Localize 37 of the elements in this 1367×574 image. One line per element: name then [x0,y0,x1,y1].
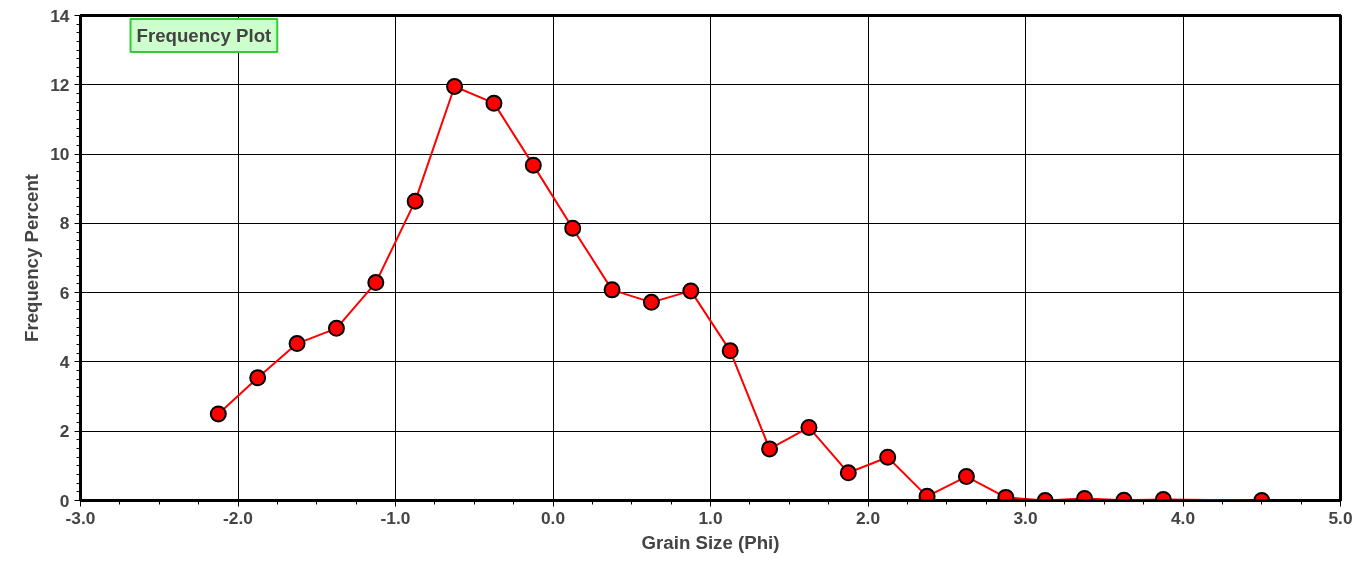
y-tick-label: 6 [59,282,70,303]
point [800,418,818,436]
y-tick-label: 12 [50,74,70,95]
point [603,281,621,299]
point [485,94,503,112]
point [406,192,424,210]
point [524,156,542,174]
point [761,440,779,458]
point [721,342,739,360]
point [879,448,897,466]
point [446,78,464,95]
text: Frequency Plot [136,25,272,46]
x-tick-label: -2.0 [223,507,253,528]
point [564,219,582,237]
x-axis-title: Grain Size (Phi) [641,531,780,553]
y-tick-label: 14 [50,5,70,26]
point [327,319,345,337]
x-tick-label: 1.0 [698,507,723,528]
point [957,468,975,486]
point [288,335,306,353]
point [209,405,227,423]
x-tick-label: -1.0 [380,507,411,528]
point [367,274,385,292]
point [839,464,857,482]
y-tick-label: 2 [59,421,70,442]
point [249,369,267,387]
x-tick-label: 0.0 [540,507,566,528]
y-tick-label: 8 [59,213,70,234]
y-tick-label: 10 [50,144,70,165]
y-tick-label: 4 [59,351,70,372]
point [682,282,700,300]
x-tick-label: 4.0 [1170,507,1196,528]
x-tick-label: 5.0 [1328,507,1353,528]
y-axis-title: Frequency Percent [21,174,43,342]
x-tick-label: 3.0 [1013,507,1038,528]
x-tick-label: 2.0 [855,507,881,528]
point [642,293,660,311]
